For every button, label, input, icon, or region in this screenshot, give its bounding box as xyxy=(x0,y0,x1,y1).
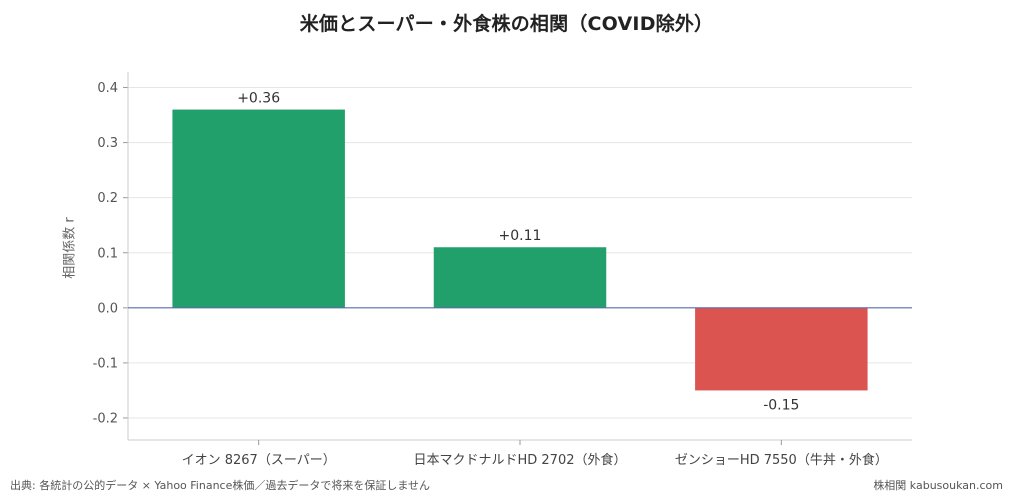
bar-value-label: +0.36 xyxy=(237,91,280,107)
bar-layer xyxy=(172,109,868,391)
y-tick-label: 0.0 xyxy=(97,301,118,316)
x-category-label: ゼンショーHD 7550（牛丼・外食） xyxy=(675,452,888,468)
brand-credit: 株相関 kabusoukan.com xyxy=(873,479,1003,492)
y-tick-label: 0.2 xyxy=(97,191,118,206)
source-note: 出典: 各統計の公的データ × Yahoo Finance株価／過去データで将来… xyxy=(10,479,431,492)
x-category-label: 日本マクドナルドHD 2702（外食） xyxy=(413,452,626,468)
bar xyxy=(433,247,607,308)
axis-layer: -0.2 -0.1 0.0 0.1 0.2 0.3 0.4 イオン 8267（スーパー） 日本マ… xyxy=(93,72,912,468)
y-tick-label: -0.1 xyxy=(93,356,118,371)
bar xyxy=(695,307,868,391)
label-layer: +0.36 +0.11 -0.15 xyxy=(128,91,912,413)
chart-title: 米価とスーパー・外食株の相関（COVID除外） xyxy=(299,13,714,35)
y-tick-label: 0.1 xyxy=(97,246,118,261)
bar-value-label: +0.11 xyxy=(499,228,542,244)
y-tick-label: 0.3 xyxy=(97,136,118,151)
y-tick-label: 0.4 xyxy=(97,81,118,96)
bar xyxy=(172,109,345,308)
bar-value-label: -0.15 xyxy=(763,397,799,413)
x-category-label: イオン 8267（スーパー） xyxy=(182,453,336,468)
y-tick-label: -0.2 xyxy=(93,411,118,426)
